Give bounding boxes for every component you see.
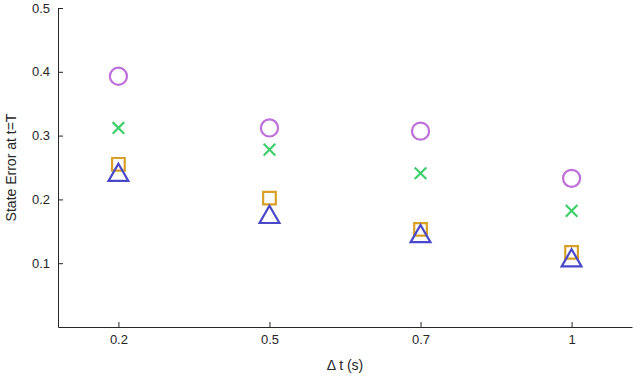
point: [264, 144, 276, 156]
point: [113, 122, 125, 134]
x-tick-mark: [421, 322, 422, 327]
x-tick-mark: [269, 322, 270, 327]
point: [566, 205, 578, 217]
y-tick: 0.5: [32, 1, 63, 16]
y-tick-label: 0.2: [32, 192, 50, 207]
x-tick-label: 1: [568, 332, 575, 347]
series: [110, 68, 580, 187]
series: [109, 164, 582, 267]
point: [110, 68, 127, 85]
y-tick-label: 0.5: [32, 1, 50, 16]
y-tick-label: 0.1: [32, 256, 50, 271]
point: [263, 192, 276, 205]
point: [411, 225, 431, 242]
x-tick-label: 0.7: [412, 332, 430, 347]
x-axis-title: Δ t (s): [327, 357, 364, 373]
y-tick: 0.1: [32, 256, 63, 271]
y-tick: 0.4: [32, 64, 63, 79]
y-tick-label: 0.3: [32, 128, 50, 143]
chart: 0.1 0.2 0.3 0.4 0.5 0.2 0.5 0.7 1 Δ t (s) State Er…: [0, 0, 640, 384]
y-tick-mark: [58, 136, 63, 137]
y-axis: 0.1 0.2 0.3 0.4 0.5: [32, 1, 63, 328]
point: [412, 123, 429, 140]
x-axis: 0.2 0.5 0.7 1: [59, 322, 633, 347]
x-tick: 0.2: [110, 322, 128, 347]
plot: 0.1 0.2 0.3 0.4 0.5 0.2 0.5 0.7 1: [32, 1, 633, 348]
x-tick-label: 0.2: [110, 332, 128, 347]
y-tick-mark: [58, 199, 63, 200]
y-tick-mark: [58, 263, 63, 264]
point: [261, 119, 278, 136]
x-tick-label: 0.5: [261, 332, 279, 347]
y-tick-label: 0.4: [32, 64, 50, 79]
series: [113, 122, 578, 217]
point: [563, 170, 580, 187]
point: [415, 167, 427, 179]
y-axis-title: State Error at t=T: [3, 113, 19, 221]
y-axis-line: [58, 9, 59, 328]
y-tick-mark: [58, 8, 63, 9]
series: [112, 158, 578, 259]
y-tick: 0.2: [32, 192, 63, 207]
x-tick-mark: [572, 322, 573, 327]
x-axis-line: [59, 327, 633, 328]
x-tick: 1: [568, 322, 575, 347]
x-tick: 0.5: [261, 322, 279, 347]
point: [562, 249, 582, 266]
marks: [109, 68, 582, 267]
point: [109, 164, 129, 181]
x-tick: 0.7: [412, 322, 430, 347]
point: [260, 206, 280, 223]
y-tick-mark: [58, 72, 63, 73]
x-tick-mark: [118, 322, 119, 327]
y-tick: 0.3: [32, 128, 63, 143]
